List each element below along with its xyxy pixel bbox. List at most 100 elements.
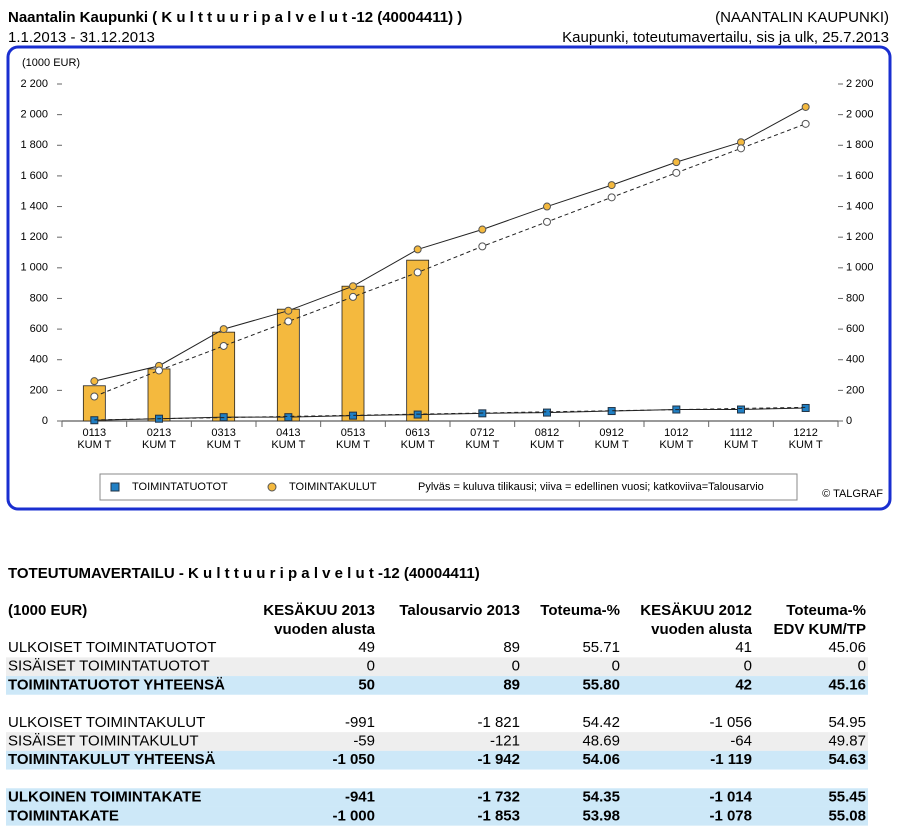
- legend-marker: [267, 482, 277, 492]
- point: [801, 102, 810, 111]
- point: [284, 306, 293, 315]
- row-label: SISÄISET TOIMINTAKULUT: [8, 732, 199, 749]
- legend-marker: [110, 482, 120, 492]
- x-tick-label: 0313 KUM T: [207, 427, 241, 451]
- point: [607, 193, 616, 202]
- y2-tick-label: 1 000: [846, 262, 874, 274]
- row-label: TOIMINTAKULUT YHTEENSÄ: [8, 751, 216, 768]
- cell: 49: [358, 639, 375, 656]
- cell: -59: [353, 732, 375, 749]
- y-tick-label: 1 800: [20, 139, 48, 151]
- cell: 55.08: [828, 807, 866, 824]
- column-header: Toteuma-%: [786, 602, 866, 619]
- period: 1.1.2013 - 31.12.2013: [8, 29, 155, 46]
- point: [349, 282, 357, 291]
- organization: (NAANTALIN KAUPUNKI): [715, 9, 889, 26]
- y2-tick-label: 0: [846, 415, 852, 427]
- point: [155, 366, 163, 375]
- y2-tick-label: 600: [846, 323, 864, 335]
- cell: 50: [358, 676, 375, 693]
- x-tick-label: 0912 KUM T: [595, 427, 629, 451]
- y-tick-label: 2 000: [20, 109, 48, 121]
- row-label: ULKOINEN TOIMINTAKATE: [8, 789, 201, 806]
- point: [801, 119, 810, 128]
- point: [219, 341, 228, 350]
- y-tick-label: 1 200: [20, 231, 48, 243]
- column-header: (1000 EUR): [8, 602, 87, 619]
- column-header: KESÄKUU 2013: [263, 602, 375, 619]
- cell: 45.16: [828, 676, 866, 693]
- y2-tick-label: 1 800: [846, 139, 874, 151]
- row-background: [6, 806, 868, 826]
- cell: 55.45: [828, 789, 866, 806]
- legend-label: TOIMINTATUOTOT: [132, 481, 228, 493]
- cell: 48.69: [582, 732, 620, 749]
- cell: -1 050: [332, 751, 375, 768]
- y2-tick-label: 2 000: [846, 109, 874, 121]
- cell: -1 078: [709, 807, 752, 824]
- cell: 89: [503, 676, 520, 693]
- y2-tick-label: 400: [846, 354, 864, 366]
- point: [543, 408, 551, 417]
- row-label: ULKOISET TOIMINTATUOTOT: [8, 639, 216, 656]
- x-tick-label: 1012 KUM T: [659, 427, 693, 451]
- cell: -64: [730, 732, 752, 749]
- point: [672, 158, 681, 167]
- y-tick-label: 1 000: [20, 262, 48, 274]
- line: [94, 123, 806, 397]
- cell: 53.98: [582, 807, 620, 824]
- x-tick-label: 1212 KUM T: [789, 427, 823, 451]
- row-label: ULKOISET TOIMINTAKULUT: [8, 714, 205, 731]
- column-header: Toteuma-%: [540, 602, 620, 619]
- cell: -1 119: [710, 751, 752, 768]
- cell: -1 014: [709, 789, 752, 806]
- row-background: [6, 657, 868, 677]
- cell: -1 000: [332, 807, 375, 824]
- cell: 0: [858, 658, 866, 675]
- point: [478, 225, 487, 234]
- y2-tick-label: 1 400: [846, 200, 874, 212]
- legend-label: TOIMINTAKULUT: [289, 481, 377, 493]
- y2-tick-label: 200: [846, 384, 864, 396]
- line: [94, 407, 806, 421]
- y-tick-label: 600: [30, 323, 48, 335]
- cell: -991: [345, 714, 375, 731]
- point: [607, 181, 616, 190]
- y-tick-label: 800: [30, 292, 48, 304]
- cell: 0: [512, 658, 520, 675]
- y-tick-label: 200: [30, 384, 48, 396]
- cell: 41: [735, 639, 752, 656]
- cell: 0: [744, 658, 752, 675]
- cell: 54.63: [828, 751, 866, 768]
- cell: 55.71: [582, 639, 620, 656]
- legend-note: Pylväs = kuluva tilikausi; viiva = edell…: [418, 481, 764, 493]
- cell: -1 942: [477, 751, 520, 768]
- cell: 0: [612, 658, 620, 675]
- row-background: [6, 732, 868, 751]
- column-header: KESÄKUU 2012: [640, 602, 752, 619]
- credit: © TALGRAF: [822, 488, 883, 500]
- cell: 54.42: [582, 714, 620, 731]
- point: [284, 317, 293, 326]
- cell: -1 853: [477, 807, 520, 824]
- row-background: [6, 788, 868, 807]
- point: [737, 405, 745, 414]
- point: [413, 245, 422, 254]
- cell: 49.87: [828, 732, 866, 749]
- x-tick-label: 0413 KUM T: [271, 427, 305, 451]
- bar: [82, 385, 106, 422]
- report-info: Kaupunki, toteutumavertailu, sis ja ulk,…: [562, 29, 889, 46]
- x-tick-label: 1112 KUM T: [724, 427, 758, 451]
- x-tick-label: 0113 KUM T: [77, 427, 111, 451]
- cell: 0: [367, 658, 375, 675]
- row-label: SISÄISET TOIMINTATUOTOT: [8, 658, 210, 675]
- x-tick-label: 0513 KUM T: [336, 427, 370, 451]
- bar: [341, 285, 365, 422]
- point: [672, 168, 681, 177]
- row-label: TOIMINTATUOTOT YHTEENSÄ: [8, 676, 225, 693]
- x-tick-label: 0712 KUM T: [465, 427, 499, 451]
- bar: [276, 308, 300, 422]
- y-axis-label: (1000 EUR): [22, 57, 80, 69]
- y-tick-label: 400: [30, 354, 48, 366]
